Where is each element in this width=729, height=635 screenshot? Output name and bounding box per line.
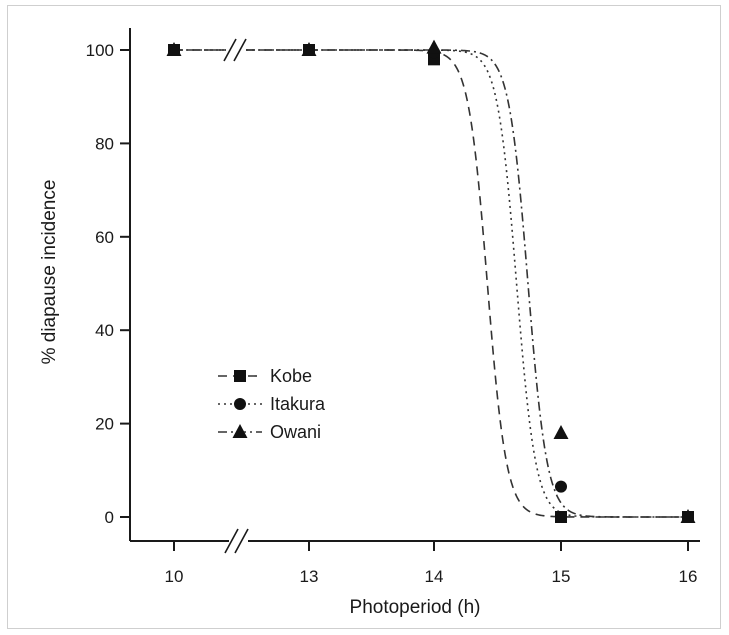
legend-marker-kobe <box>234 370 246 382</box>
y-tick-label: 60 <box>95 228 114 247</box>
data-point-kobe <box>428 53 440 66</box>
y-tick-label: 20 <box>95 415 114 434</box>
data-point-kobe <box>555 511 567 523</box>
curve-break-mark <box>233 38 247 62</box>
y-tick-label: 40 <box>95 321 114 340</box>
y-tick-label: 80 <box>95 134 114 153</box>
data-point-owani <box>166 42 182 56</box>
y-axis-title: % diapause incidence <box>39 180 60 365</box>
axes: 0 20 40 60 80 100 10 13 14 15 16 <box>86 28 700 586</box>
fit-curves <box>174 49 688 518</box>
data-point-owani <box>680 509 696 523</box>
data-point-owani <box>553 424 569 439</box>
fit-curve-owani <box>309 49 688 518</box>
x-tick-label: 10 <box>165 567 184 586</box>
x-tick-label: 14 <box>425 567 444 586</box>
x-axis-break-mark <box>224 528 239 554</box>
fit-curve-kobe <box>309 49 688 518</box>
x-tick-label: 15 <box>552 567 571 586</box>
data-point-itakura <box>555 480 567 493</box>
x-tick-label: 13 <box>300 567 319 586</box>
legend-marker-itakura <box>234 398 246 410</box>
data-point-owani <box>426 39 442 54</box>
legend-label-kobe: Kobe <box>270 366 312 386</box>
curve-break-mark <box>223 38 237 62</box>
chart-frame <box>7 5 721 629</box>
x-axis-break-mark <box>234 528 249 554</box>
x-axis-title: Photoperiod (h) <box>350 597 481 618</box>
fit-curve-itakura <box>309 49 688 518</box>
y-tick-label: 0 <box>105 508 114 527</box>
legend-marker-owani <box>232 424 248 438</box>
y-tick-label: 100 <box>86 41 114 60</box>
legend: Kobe Itakura Owani <box>218 366 326 442</box>
x-tick-label: 16 <box>679 567 698 586</box>
data-point-owani <box>301 42 317 56</box>
legend-label-itakura: Itakura <box>270 394 326 414</box>
data-markers <box>166 39 696 523</box>
legend-label-owani: Owani <box>270 422 321 442</box>
